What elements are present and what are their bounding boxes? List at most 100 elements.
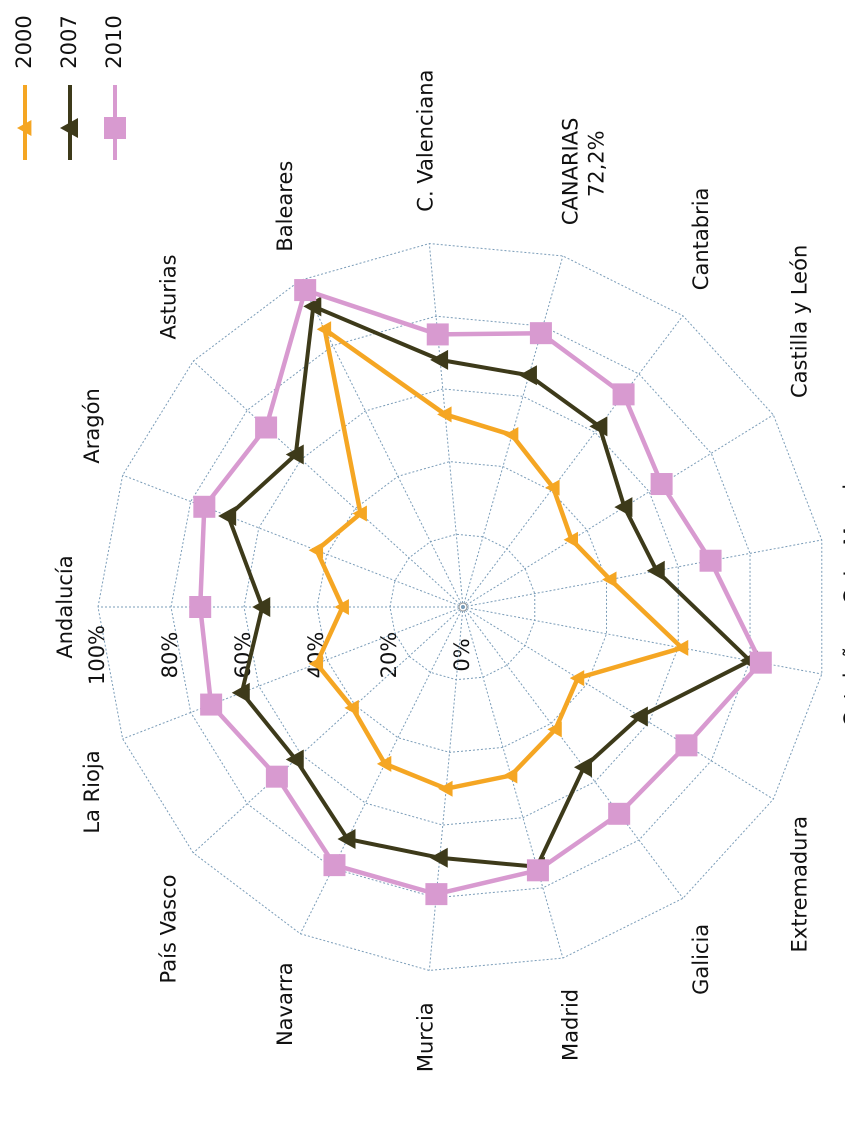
category-label: La Rioja <box>80 750 104 833</box>
marker <box>563 531 579 548</box>
marker <box>316 321 332 338</box>
marker <box>650 473 673 496</box>
marker <box>285 749 304 770</box>
spoke <box>122 474 464 608</box>
category-label: Asturias <box>157 254 181 339</box>
marker <box>231 682 250 703</box>
spoke <box>462 414 774 608</box>
legend-label: 2007 <box>57 15 81 68</box>
marker <box>265 765 288 788</box>
marker <box>303 296 322 317</box>
r-tick-label: 80% <box>158 632 182 679</box>
grid-ring <box>97 243 823 971</box>
marker <box>569 670 585 687</box>
spoke <box>462 255 564 608</box>
category-label: Murcia <box>413 1002 437 1072</box>
spoke <box>462 539 822 608</box>
series-line <box>197 287 764 897</box>
r-tick-label: 20% <box>377 632 401 679</box>
spoke <box>192 360 464 608</box>
legend-label: 2010 <box>102 15 126 68</box>
category-label: Cantabria <box>689 188 713 291</box>
marker <box>749 651 772 674</box>
category-label: CANARIAS <box>559 118 583 226</box>
marker <box>323 854 346 877</box>
spoke <box>462 315 684 608</box>
marker <box>344 699 359 716</box>
marker <box>573 757 592 778</box>
marker <box>602 571 617 588</box>
marker <box>545 479 560 496</box>
marker <box>673 639 689 656</box>
marker <box>503 426 519 443</box>
spoke <box>299 606 464 934</box>
category-label: Cataluña <box>840 633 845 727</box>
annotation: 72,2% <box>585 130 609 197</box>
series-line <box>313 324 687 792</box>
marker <box>529 322 552 345</box>
marker <box>334 599 349 615</box>
marker <box>255 416 278 439</box>
marker <box>608 802 631 825</box>
center <box>458 602 468 612</box>
marker <box>675 734 698 757</box>
marker <box>518 365 537 386</box>
series-line <box>225 303 754 869</box>
marker <box>104 117 126 139</box>
marker <box>526 859 549 882</box>
spoke <box>122 606 464 740</box>
marker <box>425 883 448 906</box>
marker <box>589 416 608 437</box>
legend-label: 2000 <box>12 15 36 68</box>
marker <box>438 780 453 797</box>
grid-ring <box>243 388 679 826</box>
category-label: País Vasco <box>157 874 181 983</box>
marker <box>429 847 448 868</box>
marker <box>285 444 304 465</box>
marker <box>629 706 648 727</box>
marker <box>193 495 216 518</box>
spoke <box>462 606 564 959</box>
grid-ring <box>170 315 751 899</box>
marker <box>308 542 324 559</box>
spoke <box>428 243 464 608</box>
category-label: Baleares <box>273 161 297 252</box>
category-label: Andalucía <box>53 555 77 658</box>
marker <box>337 828 356 849</box>
marker <box>376 755 392 772</box>
category-label: C. Valenciana <box>413 70 437 212</box>
spoke <box>428 606 464 971</box>
marker <box>612 383 635 406</box>
spoke <box>462 606 774 800</box>
marker <box>430 349 449 370</box>
category-label: Aragón <box>80 388 104 463</box>
marker <box>200 693 223 716</box>
r-tick-label: 0% <box>450 638 474 671</box>
marker <box>614 497 633 518</box>
marker <box>308 655 324 672</box>
category-label: Madrid <box>559 989 583 1061</box>
marker <box>252 597 271 617</box>
marker <box>218 506 237 527</box>
marker <box>294 279 317 302</box>
marker <box>426 323 449 346</box>
marker <box>699 549 722 572</box>
grid-ring <box>316 461 608 753</box>
grid-ring <box>389 533 536 681</box>
marker <box>646 560 665 581</box>
marker <box>352 505 367 522</box>
r-tick-label: 100% <box>85 625 109 685</box>
marker <box>437 406 452 423</box>
category-label: Castilla y León <box>788 245 812 398</box>
category-label: C. La Mancha <box>840 463 845 604</box>
spoke <box>462 606 684 899</box>
category-label: Galicia <box>689 924 713 995</box>
marker <box>547 721 562 738</box>
marker <box>60 118 78 138</box>
marker <box>502 767 518 784</box>
marker <box>17 120 32 136</box>
category-label: Extremadura <box>788 816 812 953</box>
spoke <box>192 606 464 854</box>
marker <box>189 596 212 618</box>
